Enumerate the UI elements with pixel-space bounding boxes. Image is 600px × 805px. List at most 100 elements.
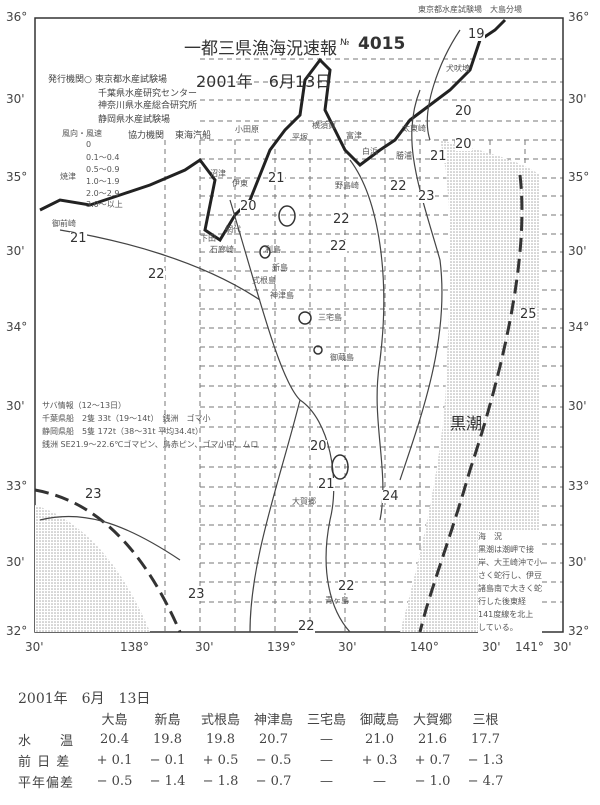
- issuer-1: 東京都水産試験場: [95, 75, 168, 85]
- contour-label: 21: [430, 149, 447, 164]
- table-cell: 17.7: [471, 732, 500, 747]
- place-name: 下田: [200, 234, 216, 243]
- latitude-label-left: 36°: [6, 10, 28, 24]
- island-miyake: [298, 311, 312, 325]
- table-cell: − 1.8: [202, 774, 239, 789]
- latitude-label-left: 35°: [6, 170, 28, 184]
- org-top: 東京都水産試験場 大島分場: [418, 5, 522, 14]
- place-name: 沼津: [210, 169, 226, 178]
- kuroshio-axis: [418, 174, 524, 633]
- sea-conditions-line: 岸、大王崎沖で小: [478, 558, 542, 567]
- row-label: 平年偏差: [18, 776, 75, 791]
- contour-label: 20: [240, 199, 257, 214]
- table-cell: 21.6: [418, 732, 447, 747]
- contour-label: 20: [455, 104, 472, 119]
- row-label: 水 温: [18, 734, 75, 749]
- table-cell: 20.4: [100, 732, 129, 747]
- legend-item: 2.0〜2.9: [86, 189, 120, 198]
- table-cell: 20.7: [259, 732, 288, 747]
- sea-conditions-line: 諸島南で大きく蛇: [478, 584, 542, 593]
- table-cell: + 0.3: [361, 753, 398, 768]
- column-header: 大島: [101, 713, 128, 728]
- place-name: 野島崎: [335, 181, 359, 190]
- fishery-map: [34, 17, 564, 633]
- place-name: 御前崎: [52, 219, 76, 228]
- place-name: 勝浦: [396, 151, 412, 160]
- table-cell: 21.0: [365, 732, 394, 747]
- coastline: [39, 18, 507, 243]
- sea-conditions-line: 141度線を北上: [478, 610, 534, 619]
- contour-label: 19: [468, 27, 485, 42]
- place-name: 伊東: [232, 179, 248, 188]
- place-name: 青ヶ島: [325, 596, 349, 605]
- latitude-label-left: 32°: [6, 624, 28, 638]
- kuroshio-axis-sw: [34, 488, 182, 633]
- latitude-label-right: 30': [568, 92, 587, 106]
- place-name: 新島: [272, 263, 288, 272]
- contour-label: 22: [148, 267, 165, 282]
- legend-item: 0.5〜0.9: [86, 165, 120, 174]
- cooperator: 東海汽船: [175, 131, 212, 141]
- contour-label: 20: [455, 137, 472, 152]
- kuroshio-area: [400, 140, 540, 632]
- place-name: 太東崎: [402, 124, 426, 133]
- column-header: 三根: [472, 713, 499, 728]
- place-name: 白浜: [362, 147, 378, 156]
- latitude-label-right: 35°: [568, 170, 590, 184]
- column-header: 神津島: [253, 713, 293, 728]
- place-name: 神津島: [270, 291, 294, 300]
- table-cell: —: [320, 753, 333, 768]
- table-cell: 19.8: [206, 732, 235, 747]
- table-cell: − 1.4: [149, 774, 186, 789]
- legend-item: 0: [86, 140, 92, 149]
- legend-header: 風向・風速: [62, 129, 102, 138]
- kuroshio-label: 黒潮: [450, 414, 483, 433]
- table-cell: − 0.1: [149, 753, 186, 768]
- contours: [39, 29, 461, 633]
- table-cell: − 4.7: [467, 774, 504, 789]
- latitude-label-right: 30': [568, 555, 587, 569]
- contour-label: 25: [520, 307, 537, 322]
- place-name: 小田原: [235, 125, 259, 134]
- latitude-label-right: 32°: [568, 624, 590, 638]
- contour-label: 22: [333, 212, 350, 227]
- column-header: 新島: [154, 713, 181, 728]
- kuroshio-area-sw: [35, 505, 150, 632]
- column-header: 御蔵島: [359, 713, 399, 728]
- contour-label: 22: [390, 179, 407, 194]
- place-name: 横須賀: [312, 121, 336, 130]
- contour-label: 20: [310, 439, 327, 454]
- latitude-label-left: 30': [6, 555, 25, 569]
- saba-info-line: 静岡県船 5隻 172t（38〜31t 平均34.4t）: [42, 427, 204, 436]
- table-cell: − 1.0: [414, 774, 451, 789]
- longitude-label: 140°: [410, 640, 439, 654]
- place-name: 焼津: [60, 172, 76, 181]
- latitude-label-left: 34°: [6, 320, 28, 334]
- sea-conditions-line: 黒潮は潮岬で接: [478, 545, 534, 554]
- saba-info-line: 千葉県船 2隻 33t（19〜14t） 銭洲 ゴマ小: [42, 414, 211, 423]
- place-name: 網代: [225, 225, 241, 234]
- latitude-label-left: 33°: [6, 479, 28, 493]
- column-header: 三宅島: [306, 713, 346, 728]
- column-header: 大賀郷: [412, 713, 452, 728]
- contour-label: 22: [330, 239, 347, 254]
- islands: [259, 205, 349, 480]
- place-name: 式根島: [252, 276, 276, 285]
- place-name: 利島: [265, 245, 281, 254]
- contour-label: 21: [70, 231, 87, 246]
- issuer-2: 千葉県水産研究センター: [98, 89, 198, 99]
- table-cell: —: [320, 732, 333, 747]
- issuer-4: 静岡県水産試験場: [98, 115, 171, 125]
- table-cell: − 1.3: [467, 753, 504, 768]
- sea-conditions-line: している。: [478, 623, 518, 632]
- latitude-label-right: 30': [568, 244, 587, 258]
- latitude-label-right: 33°: [568, 479, 590, 493]
- place-name: 平塚: [292, 133, 308, 142]
- table-cell: − 0.5: [255, 753, 292, 768]
- legend-item: 0.1〜0.4: [86, 153, 120, 162]
- place-name: 犬吠埼: [446, 64, 470, 73]
- bulletin-number: 4015: [358, 34, 406, 54]
- latitude-label-left: 30': [6, 92, 25, 106]
- table-cell: + 0.5: [202, 753, 239, 768]
- place-name: 三宅島: [318, 313, 342, 322]
